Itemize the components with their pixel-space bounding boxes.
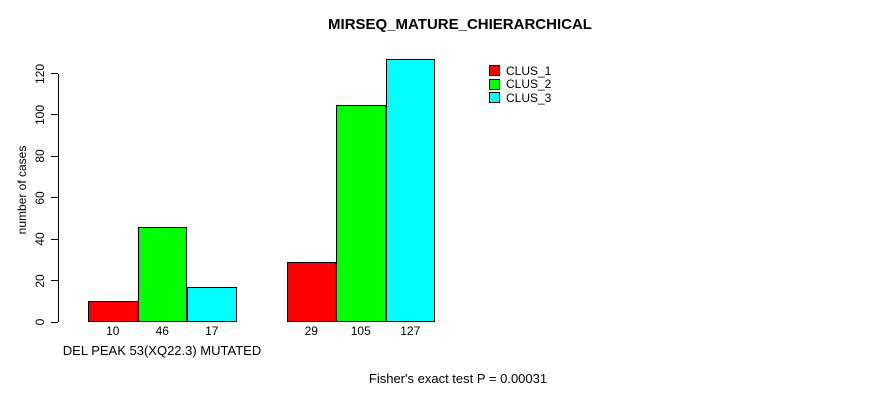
bar-clus_2-group1 bbox=[137, 226, 187, 322]
y-tick-label: 80 bbox=[33, 149, 47, 164]
legend-label: CLUS_1 bbox=[506, 63, 552, 78]
bar-clus_2-group2 bbox=[336, 104, 386, 322]
legend-label: CLUS_2 bbox=[506, 77, 552, 92]
legend-item-clus-3: CLUS_3 bbox=[489, 91, 551, 105]
y-tick-label: 0 bbox=[33, 318, 47, 326]
y-tick-label: 60 bbox=[33, 191, 47, 205]
bar-value-label: 10 bbox=[106, 324, 120, 338]
y-axis-tick bbox=[50, 197, 58, 199]
legend-swatch-icon bbox=[489, 65, 500, 77]
bar-value-label: 29 bbox=[304, 324, 318, 338]
bar-value-label: 46 bbox=[155, 324, 169, 338]
bar-clus_3-group1 bbox=[187, 286, 237, 322]
y-tick-label: 40 bbox=[33, 232, 47, 246]
legend-item-clus-1: CLUS_1 bbox=[489, 64, 551, 78]
legend-label: CLUS_3 bbox=[506, 90, 552, 105]
legend-swatch-icon bbox=[489, 92, 500, 104]
y-axis-tick bbox=[50, 114, 58, 116]
legend-item-clus-2: CLUS_2 bbox=[489, 77, 552, 92]
y-tick-label: 20 bbox=[33, 273, 47, 288]
annotation-text: Fisher's exact test P = 0.00031 bbox=[368, 371, 548, 386]
y-axis-line bbox=[57, 73, 59, 322]
y-axis-tick bbox=[50, 280, 58, 282]
y-axis-tick bbox=[50, 321, 58, 323]
bar-clus_3-group2 bbox=[385, 59, 435, 322]
legend: CLUS_1 CLUS_2 CLUS_3 bbox=[489, 64, 551, 105]
legend-swatch-icon bbox=[489, 78, 500, 90]
y-axis-tick bbox=[50, 73, 58, 74]
bar-clus_1-group1 bbox=[88, 301, 138, 322]
y-axis-tick bbox=[50, 155, 58, 157]
bar-value-label: 105 bbox=[350, 324, 371, 338]
y-tick-label: 100 bbox=[33, 104, 47, 125]
bar-value-label: 127 bbox=[400, 324, 421, 338]
x-group-label: DEL PEAK 53(XQ22.3) MUTATED bbox=[62, 343, 262, 358]
y-axis-label: number of cases bbox=[15, 145, 29, 235]
bar-value-label: 17 bbox=[205, 324, 219, 338]
y-axis-tick bbox=[50, 238, 58, 240]
chart-title: MIRSEQ_MATURE_CHIERARCHICAL bbox=[328, 16, 592, 33]
bar-clus_1-group2 bbox=[286, 261, 336, 322]
y-tick-label: 120 bbox=[33, 63, 47, 84]
